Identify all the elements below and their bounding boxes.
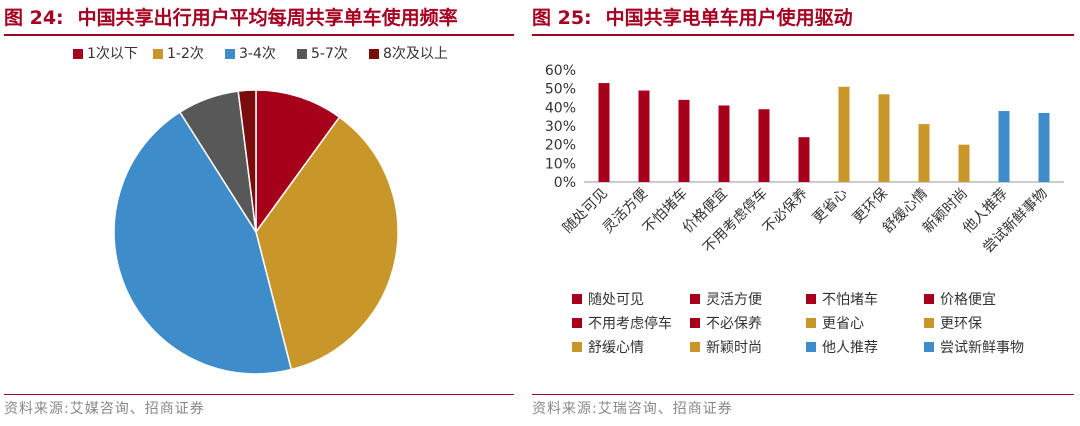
bar-y-tick-label-2: 20% — [545, 138, 576, 154]
pie-legend-swatch-4 — [369, 49, 379, 59]
figure-24-title-rule — [4, 34, 514, 36]
figure-24-source: 资料来源:艾媒咨询、招商证券 — [4, 401, 205, 417]
pie-slices — [113, 89, 399, 375]
bar-4 — [758, 109, 770, 182]
bar-legend-label-3: 价格便宜 — [940, 292, 996, 308]
bar-legend-swatch-5 — [690, 318, 700, 328]
pie-slice-0 — [255, 89, 341, 235]
bar-9 — [958, 144, 970, 182]
bar-8 — [918, 124, 930, 182]
bar-6 — [838, 86, 850, 182]
bar-legend-label-10: 他人推荐 — [822, 340, 878, 356]
pie-slice-1 — [255, 116, 399, 371]
bar-0 — [598, 83, 610, 182]
figure-24-number: 图 24: — [4, 7, 64, 29]
bar-11 — [1038, 112, 1050, 182]
pie-legend: 1次以下 1-2次 3-4次 5-7次 8次及以上 — [73, 46, 448, 62]
bar-y-tick-label-0: 0% — [554, 175, 576, 191]
bar-legend-swatch-11 — [924, 342, 934, 352]
pie-legend-swatch-2 — [225, 49, 235, 59]
bar-legend-label-6: 更省心 — [822, 316, 864, 332]
pie-legend-label-3: 5-7次 — [311, 46, 348, 62]
bar-legend-swatch-1 — [690, 294, 700, 304]
bar-y-tick-label-6: 60% — [545, 63, 576, 79]
bar-legend-swatch-6 — [806, 318, 816, 328]
bar-5 — [798, 137, 810, 182]
bar-3 — [718, 105, 730, 182]
bar-legend-label-11: 尝试新鲜事物 — [940, 340, 1024, 356]
pie-legend-swatch-0 — [73, 49, 83, 59]
bar-legend-swatch-4 — [572, 318, 582, 328]
bar-y-tick-label-5: 50% — [545, 82, 576, 98]
pie-slice-2 — [113, 111, 293, 375]
bar-y-tick-label-4: 40% — [545, 100, 576, 116]
figure-25-source-rule — [532, 394, 1074, 395]
pie-legend-label-1: 1-2次 — [167, 46, 204, 62]
bar-legend-swatch-0 — [572, 294, 582, 304]
bar-chart: 0% 10% 20% 30% 40% 50% 60% 随处可见 灵活方便 不怕堵车 价格便宜不用考虑… — [545, 63, 1064, 356]
pie-legend-swatch-3 — [297, 49, 307, 59]
bar-x-tick-labels: 随处可见灵活方便不怕堵车价格便宜不用考虑停车不必保养更省心更环保舒缓心情新颖时尚… — [560, 185, 1051, 256]
bar-y-axis: 0% 10% 20% 30% 40% 50% 60% — [545, 63, 576, 191]
bar-legend-label-2: 不怕堵车 — [822, 291, 878, 308]
bar-legend-swatch-10 — [806, 342, 816, 352]
figure-24-title-text: 中国共享出行用户平均每周共享单车使用频率 — [77, 7, 458, 29]
bar-y-tick-label-3: 30% — [545, 119, 576, 135]
bar-7 — [878, 94, 890, 182]
pie-legend-label-2: 3-4次 — [239, 46, 276, 62]
bar-legend-label-7: 更环保 — [940, 316, 982, 332]
bar-x-tick-label-6: 更省心 — [810, 186, 851, 227]
pie-legend-swatch-1 — [153, 49, 163, 59]
pie-legend-label-0: 1次以下 — [87, 46, 138, 62]
figure-25-title-text: 中国共享电单车用户使用驱动 — [605, 7, 853, 29]
figure-24-panel: 图 24: 中国共享出行用户平均每周共享单车使用频率 1次以下 1-2次 3-4次 5-… — [0, 0, 520, 426]
pie-slice-4 — [237, 89, 257, 233]
bar-legend-swatch-8 — [572, 342, 582, 352]
bar-legend-label-8: 舒缓心情 — [588, 340, 644, 356]
pie-chart: 1次以下 1-2次 3-4次 5-7次 8次及以上 — [73, 46, 448, 375]
bar-2 — [678, 99, 690, 182]
bar-legend-label-5: 不必保养 — [706, 316, 762, 332]
pie-legend-label-4: 8次及以上 — [383, 46, 448, 62]
bar-legend-swatch-7 — [924, 318, 934, 328]
bar-legend-label-4: 不用考虑停车 — [588, 315, 672, 332]
bar-legend-swatch-9 — [690, 342, 700, 352]
bar-legend-swatch-2 — [806, 294, 816, 304]
figure-25-title: 图 25: 中国共享电单车用户使用驱动 — [532, 4, 853, 32]
bar-y-tick-label-1: 10% — [545, 156, 576, 172]
figure-25-panel: 图 25: 中国共享电单车用户使用驱动 0% 10% 20% 30% 40% 50% 60% 随… — [528, 0, 1080, 426]
bar-legend-label-1: 灵活方便 — [706, 292, 762, 308]
bar-10 — [998, 111, 1010, 182]
figure-25-source: 资料来源:艾瑞咨询、招商证券 — [532, 401, 733, 417]
bar-legend-swatch-3 — [924, 294, 934, 304]
figure-25-title-rule — [532, 34, 1074, 36]
bar-marks — [598, 83, 1050, 182]
bar-x-tick-label-5: 不必保养 — [760, 186, 811, 237]
bar-1 — [638, 90, 650, 182]
figure-24-title: 图 24: 中国共享出行用户平均每周共享单车使用频率 — [4, 4, 458, 32]
bar-legend-label-0: 随处可见 — [588, 292, 644, 308]
figure-24-source-rule — [4, 394, 514, 395]
bar-legend-label-9: 新颖时尚 — [706, 340, 762, 356]
figure-25-number: 图 25: — [532, 7, 592, 29]
